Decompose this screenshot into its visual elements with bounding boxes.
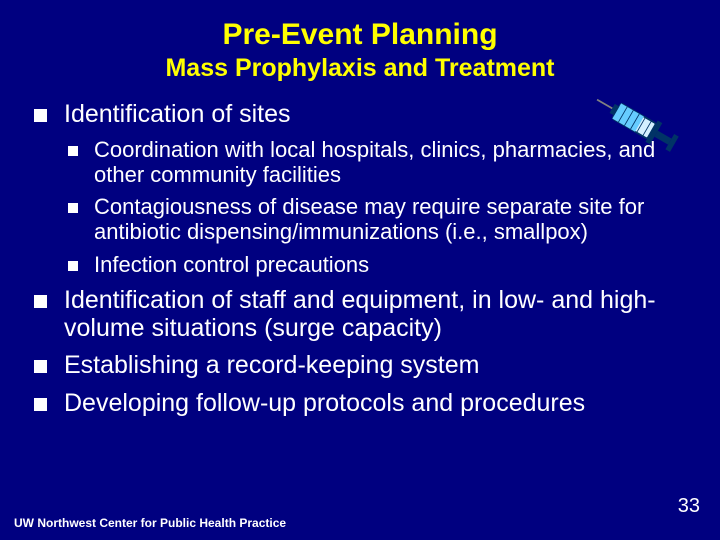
sub-bullet-item: Contagiousness of disease may require se… — [64, 195, 692, 244]
bullet-text: Identification of staff and equipment, i… — [64, 286, 656, 342]
bullet-text: Developing follow-up protocols and proce… — [64, 389, 585, 417]
outer-list: Identification of sites Coordination wit… — [28, 101, 692, 418]
bullet-item: Identification of staff and equipment, i… — [28, 287, 692, 342]
bullet-item: Developing follow-up protocols and proce… — [28, 390, 692, 418]
bullet-item: Establishing a record-keeping system — [28, 352, 692, 380]
sub-bullet-item: Infection control precautions — [64, 253, 692, 278]
sub-bullet-item: Coordination with local hospitals, clini… — [64, 138, 692, 187]
sub-bullet-text: Infection control precautions — [94, 252, 369, 277]
bullet-item: Identification of sites Coordination wit… — [28, 101, 692, 278]
bullet-text: Identification of sites — [64, 100, 291, 128]
inner-list: Coordination with local hospitals, clini… — [64, 138, 692, 277]
slide: Pre-Event Planning Mass Prophylaxis and … — [0, 0, 720, 540]
slide-title: Pre-Event Planning — [28, 18, 692, 51]
footer-text: UW Northwest Center for Public Health Pr… — [14, 516, 286, 530]
sub-bullet-text: Contagiousness of disease may require se… — [94, 194, 644, 244]
bullet-text: Establishing a record-keeping system — [64, 351, 479, 379]
slide-subtitle: Mass Prophylaxis and Treatment — [28, 55, 692, 83]
slide-body: Identification of sites Coordination wit… — [28, 101, 692, 418]
page-number: 33 — [678, 495, 700, 518]
sub-bullet-text: Coordination with local hospitals, clini… — [94, 137, 655, 187]
